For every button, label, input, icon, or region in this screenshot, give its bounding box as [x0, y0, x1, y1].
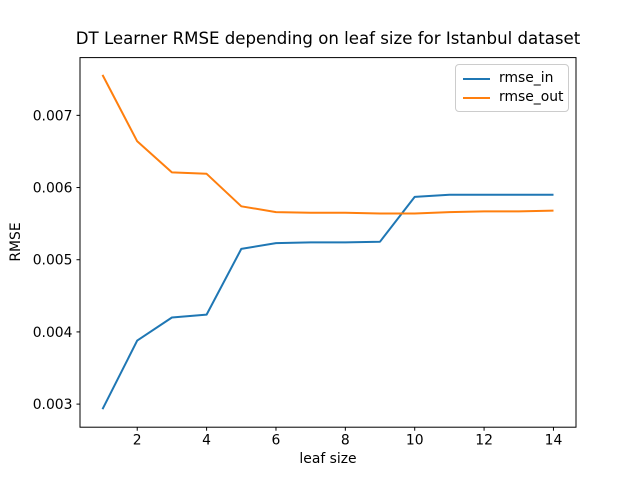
x-tick-label: 14 [545, 433, 563, 449]
x-tick-label: 6 [272, 433, 281, 449]
line-rmse_in [101, 193, 554, 410]
y-tick-label: 0.005 [33, 253, 73, 269]
rmse-out-line-swatch [463, 96, 490, 99]
x-tick-label: 2 [133, 433, 142, 449]
legend-item-rmse-out: rmse_out [463, 88, 568, 107]
x-tick-label: 12 [475, 433, 493, 449]
rmse-in-line-swatch [463, 77, 490, 80]
y-tick-label: 0.004 [33, 325, 73, 341]
chart-title: DT Learner RMSE depending on leaf size f… [75, 29, 581, 48]
x-tick-label: 8 [341, 433, 350, 449]
x-tick-label: 4 [202, 433, 211, 449]
axes-frame [79, 57, 577, 428]
legend: rmse_in rmse_out [455, 64, 569, 112]
x-tick-label: 10 [406, 433, 424, 449]
legend-label-rmse-in: rmse_in [499, 70, 554, 86]
line-rmse_out [101, 74, 554, 215]
legend-label-rmse-out: rmse_out [499, 89, 564, 105]
y-tick-label: 0.006 [33, 180, 73, 196]
y-tick-label: 0.003 [33, 397, 73, 413]
x-axis-label: leaf size [299, 451, 357, 467]
y-tick-label: 0.007 [33, 108, 73, 124]
legend-item-rmse-in: rmse_in [463, 69, 568, 88]
